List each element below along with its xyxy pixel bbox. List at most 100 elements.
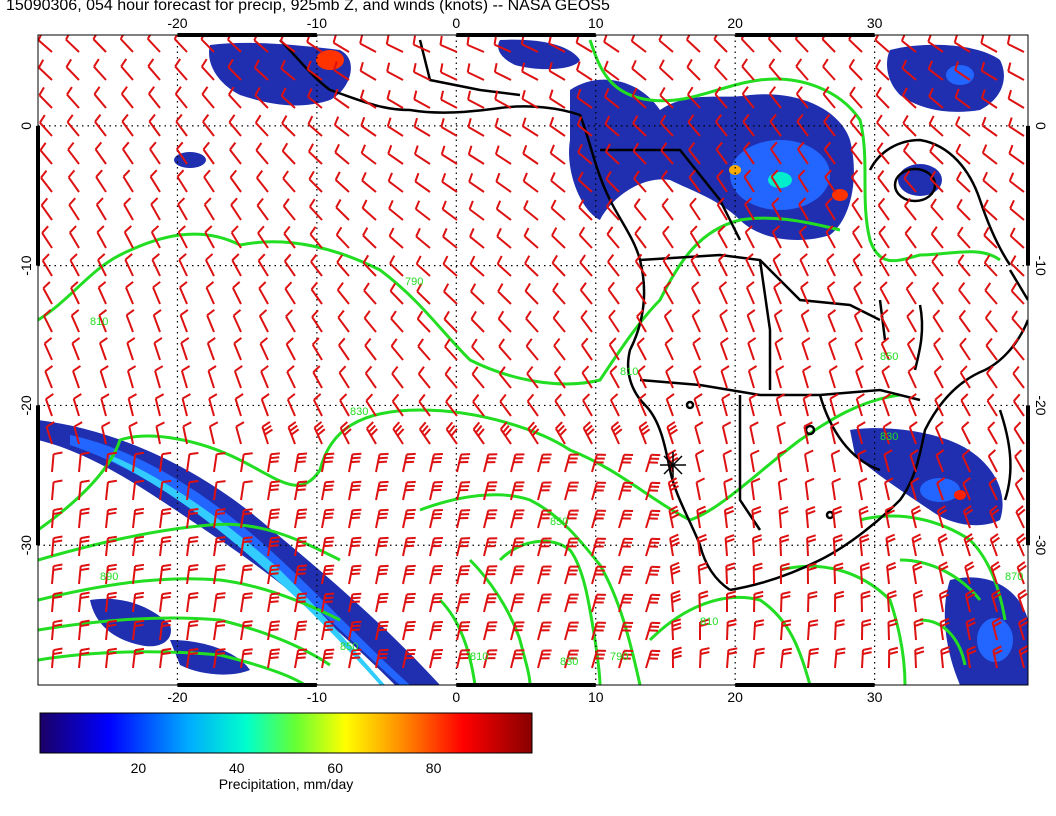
wind-barb [364, 365, 377, 389]
wind-barb [800, 281, 809, 305]
wind-barb [905, 253, 917, 277]
wind-barb [938, 589, 950, 613]
wind-barb [591, 621, 606, 641]
wind-barb [1010, 255, 1025, 277]
wind-barb [412, 62, 431, 81]
wind-barb [375, 480, 389, 501]
wind-barb [123, 197, 134, 221]
wind-barb [752, 562, 763, 585]
wind-barb [95, 197, 107, 221]
wind-barb [321, 592, 335, 613]
wind-barb [321, 564, 335, 585]
contour-labels: 810 790 830 850 810 850 830 810 790 870 890 850 810 8… [90, 276, 1023, 668]
wind-barb [493, 62, 512, 81]
wind-barb [402, 564, 416, 585]
wind-barb [429, 565, 443, 585]
wind-barb [256, 170, 269, 193]
wind-barb [880, 337, 890, 361]
wind-barb [537, 565, 552, 585]
wind-barb [281, 142, 296, 165]
wind-barb [826, 253, 836, 277]
contour-label: 890 [100, 571, 118, 583]
wind-barb [780, 647, 793, 669]
wind-barb [445, 421, 458, 445]
wind-barb [261, 421, 273, 445]
wind-barb [928, 87, 944, 109]
wind-barb [207, 365, 217, 389]
wind-barb [1007, 117, 1025, 137]
wind-barb [67, 141, 80, 165]
wind-barb [44, 393, 54, 417]
wind-barb [336, 254, 350, 277]
wind-barb [902, 114, 917, 137]
wind-barb [695, 477, 706, 501]
wind-barb [100, 421, 111, 445]
wind-barb [746, 309, 756, 333]
wind-barb [591, 593, 606, 613]
wind-barb [98, 309, 108, 333]
wind-barb [282, 170, 296, 193]
wind-barb [313, 421, 326, 445]
wind-barb [931, 281, 944, 305]
wind-barb [132, 535, 145, 557]
wind-barb [982, 171, 998, 193]
wind-barb [960, 393, 971, 417]
wind-barb [822, 58, 836, 81]
wind-barb [390, 338, 404, 361]
wind-barb [348, 452, 362, 473]
wind-barb [348, 592, 362, 613]
wind-barb [147, 58, 161, 81]
wind-barb [930, 198, 944, 221]
wind-barb [932, 309, 944, 333]
wind-barb [310, 254, 323, 277]
wind-barb [877, 169, 890, 193]
wind-barb [610, 421, 623, 445]
wind-barb [691, 309, 701, 333]
wind-barb [240, 620, 253, 641]
wind-barb [213, 592, 226, 613]
wind-barb [387, 172, 404, 193]
wind-barb [719, 337, 729, 361]
wind-barb [833, 562, 844, 585]
wind-barb [413, 117, 431, 137]
wind-barb [124, 253, 134, 277]
wind-barb [1007, 89, 1025, 109]
wind-barb [402, 592, 416, 613]
wind-barb [987, 449, 998, 473]
wind-barb [551, 254, 566, 277]
wind-barb [577, 143, 593, 165]
wind-barb [255, 142, 269, 165]
wind-barb [72, 393, 82, 417]
wind-barb [202, 114, 215, 137]
wind-barb [200, 58, 215, 81]
wind-barb [690, 281, 701, 305]
wind-barb [936, 505, 948, 529]
wind-barb [878, 253, 890, 277]
wind-barb [321, 480, 335, 501]
wind-barb [662, 253, 674, 277]
wind-barb [671, 618, 682, 641]
wind-barb [662, 225, 674, 249]
wind-barb [335, 199, 350, 221]
wind-barb [605, 198, 620, 221]
wind-barb [666, 421, 678, 445]
colorbar-tick-label: 20 [131, 760, 147, 776]
longitude-tick-label: -20 [167, 15, 187, 31]
wind-barb [267, 564, 280, 585]
wind-barb [497, 283, 512, 305]
wind-barb [389, 282, 404, 305]
wind-barb [725, 562, 736, 585]
wind-barb [750, 477, 761, 501]
wind-barb [928, 115, 944, 137]
wind-barb [832, 505, 843, 529]
wind-barb [579, 282, 593, 305]
wind-barb [965, 617, 976, 641]
wind-barb [99, 365, 109, 389]
wind-barb [1010, 282, 1025, 305]
wind-barb [146, 35, 161, 53]
wind-barb [604, 115, 620, 137]
wind-barb [267, 452, 280, 473]
wind-barb [429, 621, 443, 641]
wind-barb [551, 227, 566, 249]
wind-barb [855, 393, 865, 417]
